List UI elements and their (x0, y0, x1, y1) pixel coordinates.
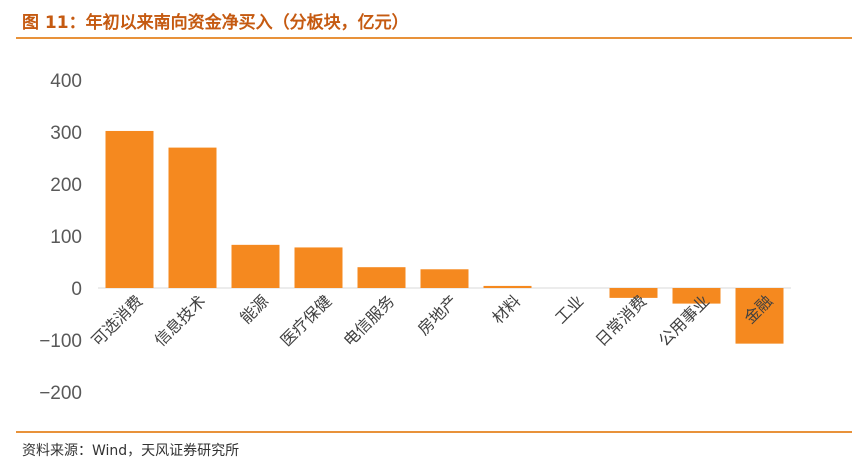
x-tick-label: 材料 (488, 291, 524, 327)
footer-divider (16, 431, 852, 433)
bar-chart: −200 −100 0 100 200 300 400 可选消费 信息技术 能源 医疗保健 电信服务… (39, 71, 791, 404)
bar (672, 288, 721, 304)
bar (483, 285, 532, 288)
y-tick-label: 300 (50, 123, 82, 144)
bar (735, 288, 784, 344)
y-tick-label: 400 (50, 71, 82, 92)
x-tick-label: 信息技术 (151, 291, 210, 350)
x-tick-label: 可选消费 (88, 291, 147, 350)
x-tick-label: 能源 (236, 291, 272, 327)
bar (168, 147, 217, 288)
y-axis-ticks: −200 −100 0 100 200 300 400 (39, 71, 82, 404)
x-tick-label: 电信服务 (340, 291, 399, 350)
bars (105, 130, 784, 344)
x-tick-label: 医疗保健 (277, 291, 336, 350)
bar (231, 244, 280, 288)
bar (609, 288, 658, 298)
title-divider (16, 37, 852, 39)
x-tick-label: 工业 (551, 291, 587, 327)
y-tick-label: 0 (71, 279, 82, 300)
x-tick-label: 日常消费 (592, 291, 651, 350)
source-note: 资料来源：Wind，天风证券研究所 (22, 443, 240, 459)
chart-title: 图 11：年初以来南向资金净买入（分板块，亿元） (22, 13, 409, 33)
bar (294, 247, 343, 288)
bar (420, 269, 469, 288)
y-tick-label: 200 (50, 175, 82, 196)
y-tick-label: −100 (39, 331, 82, 352)
bar (357, 267, 406, 288)
y-tick-label: −200 (39, 383, 82, 404)
x-tick-label: 房地产 (414, 291, 461, 338)
y-tick-label: 100 (50, 227, 82, 248)
bar (105, 130, 154, 288)
